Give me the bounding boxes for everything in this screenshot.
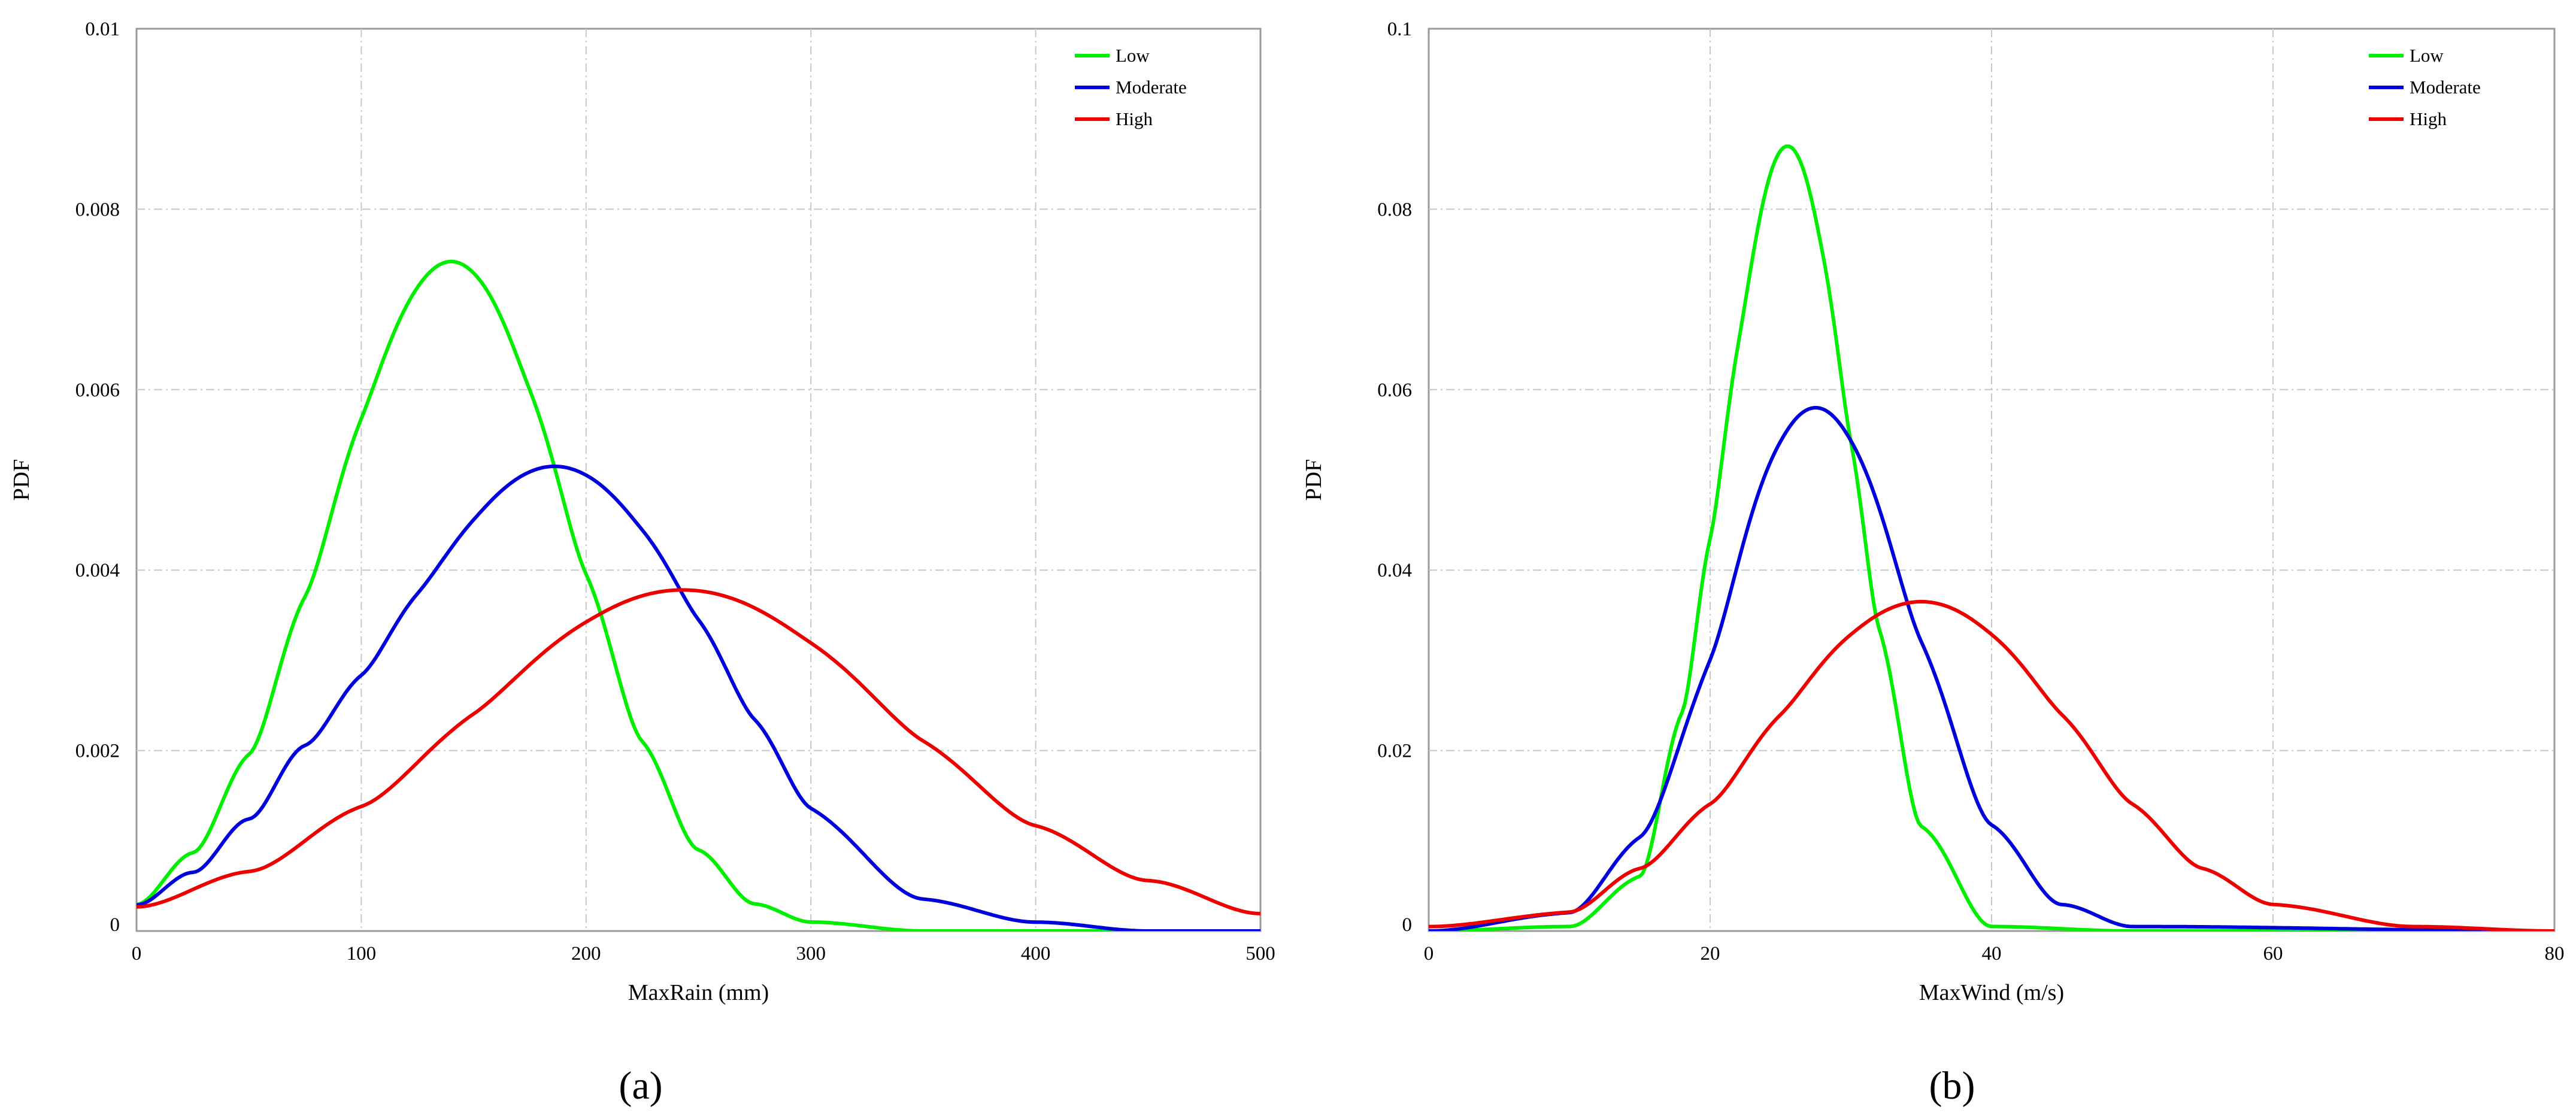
y-tick-label: 0.06 (1377, 380, 1412, 401)
y-tick-label: 0.004 (75, 560, 120, 581)
x-tick-label: 60 (2263, 943, 2283, 965)
x-tick-label: 500 (1245, 943, 1275, 965)
series-line-low (1429, 144, 2554, 931)
x-tick-label: 20 (1701, 943, 1720, 965)
x-tick-label: 200 (571, 943, 601, 965)
legend-label-high: High (2410, 108, 2447, 129)
y-tick-label: 0.008 (75, 199, 120, 220)
series-line-high (1429, 599, 2554, 931)
legend-label-low: Low (1116, 45, 1150, 66)
legend-label-moderate: Moderate (1116, 77, 1187, 98)
x-axis-label: MaxWind (m/s) (1919, 980, 2064, 1005)
y-tick-label: 0 (110, 914, 120, 936)
x-tick-label: 80 (2545, 943, 2565, 965)
y-tick-label: 0.1 (1387, 19, 1412, 40)
x-tick-label: 0 (132, 943, 142, 965)
series-line-moderate (1429, 406, 2554, 931)
series-line-moderate (137, 464, 1260, 931)
y-tick-label: 0.02 (1377, 741, 1412, 762)
panel-a: 0 100 200 300 400 500 0 0.002 0.004 0.006 0.008 0.0… (9, 19, 1275, 1108)
y-axis-label: PDF (1301, 459, 1326, 501)
x-tick-label: 400 (1021, 943, 1051, 965)
x-axis-label: MaxRain (mm) (628, 980, 769, 1005)
legend-label-high: High (1116, 108, 1153, 129)
series-line-high (137, 588, 1260, 915)
panel-label: (b) (1929, 1064, 1975, 1108)
x-tick-label: 0 (1424, 943, 1434, 965)
legend-label-moderate: Moderate (2410, 77, 2481, 98)
panel-b: 0 20 40 60 80 0 0.02 0.04 0.06 0.08 0.1 MaxWind (m/… (1301, 19, 2565, 1108)
x-tick-label: 100 (347, 943, 377, 965)
legend-label-low: Low (2410, 45, 2444, 66)
y-tick-label: 0.04 (1377, 560, 1412, 581)
y-tick-label: 0.006 (75, 380, 120, 401)
plot-area (135, 28, 1262, 932)
panel-label: (a) (619, 1064, 662, 1108)
y-tick-label: 0.01 (85, 19, 120, 40)
x-tick-label: 40 (1982, 943, 2002, 965)
y-axis-label: PDF (9, 459, 34, 501)
y-tick-label: 0.002 (75, 741, 120, 762)
series-line-low (137, 259, 1260, 931)
x-tick-label: 300 (796, 943, 826, 965)
y-tick-label: 0 (1402, 914, 1413, 936)
y-tick-label: 0.08 (1377, 199, 1412, 220)
